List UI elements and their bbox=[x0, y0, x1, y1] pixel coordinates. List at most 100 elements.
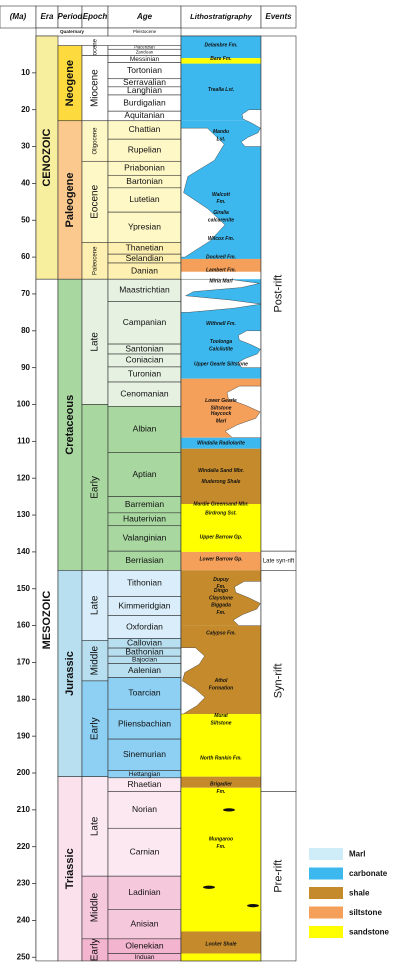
age-label: Tithonian bbox=[127, 578, 162, 588]
ma-tick-label: 210 bbox=[17, 805, 31, 814]
pleistocene-label: Pleistocene bbox=[133, 29, 157, 34]
litho-formation-label: Bare Fm. bbox=[210, 56, 231, 62]
litho-formation-label: Fm. bbox=[217, 610, 226, 616]
age-label: Pliensbachian bbox=[118, 718, 171, 728]
era-label: MESOZOIC bbox=[41, 591, 53, 650]
age-label: Priabonian bbox=[124, 163, 165, 173]
legend-swatch-marl bbox=[309, 848, 343, 860]
event-cell bbox=[260, 791, 297, 962]
litho-formation-label: Delambre Fm. bbox=[204, 43, 237, 49]
litho-formation-label: Walcott bbox=[212, 192, 230, 198]
quaternary-label: Quaternary bbox=[60, 29, 85, 34]
litho-formation-label: Murat bbox=[214, 713, 228, 719]
age-label: Serravalian bbox=[123, 77, 166, 87]
age-label: Aalenian bbox=[128, 665, 161, 675]
age-label: Santonian bbox=[125, 343, 164, 353]
litho-formation-label: Siltstone bbox=[210, 406, 231, 412]
age-label: Burdigalian bbox=[123, 97, 166, 107]
litho-formation-label: Fm. bbox=[217, 844, 226, 850]
epoch-label: Oligocene bbox=[93, 127, 99, 155]
header-epoch: Epoch bbox=[83, 12, 108, 21]
age-label: Kimmeridgian bbox=[119, 600, 171, 610]
period-label: Paleogene bbox=[64, 172, 76, 227]
age-label: Maastrichtian bbox=[119, 285, 170, 295]
age-label: Hettangian bbox=[129, 771, 161, 778]
age-label: Cenomanian bbox=[120, 388, 168, 398]
litho-block-siltstone bbox=[181, 551, 261, 571]
age-cell bbox=[107, 570, 182, 597]
ma-tick-label: 80 bbox=[21, 326, 30, 335]
era-label: CENOZOIC bbox=[41, 129, 53, 187]
litho-formation-label: Brigadier bbox=[210, 781, 233, 787]
event-label: Syn-rift bbox=[272, 663, 284, 698]
litho-formation-label: Miria Marl bbox=[209, 278, 233, 284]
epoch-label: Pliocene bbox=[93, 38, 99, 62]
age-label: Oxfordian bbox=[126, 621, 163, 631]
age-cell bbox=[107, 301, 182, 345]
event-label: Late syn-rift bbox=[263, 558, 295, 564]
legend-swatch-shale bbox=[309, 887, 343, 899]
age-label: Rhaetian bbox=[127, 779, 161, 789]
epoch-cell bbox=[81, 570, 109, 641]
age-label: Tortonian bbox=[127, 65, 162, 75]
epoch-cell bbox=[81, 404, 109, 571]
age-label: Chattian bbox=[129, 124, 161, 134]
litho-hiatus bbox=[236, 330, 262, 368]
ma-tick-label: 230 bbox=[17, 879, 31, 888]
litho-formation-label: Lambert Fm. bbox=[206, 267, 236, 273]
litho-formation-label: Fm. bbox=[217, 199, 226, 205]
epoch-label: Late bbox=[90, 332, 101, 352]
litho-formation-label: Dingo bbox=[214, 588, 228, 594]
age-cell bbox=[107, 525, 182, 552]
legend-swatch-carbonate bbox=[309, 867, 343, 880]
ma-tick-label: 100 bbox=[17, 400, 31, 409]
header-ma: (Ma) bbox=[10, 12, 27, 21]
litho-formation-label: Upper Barrow Gp. bbox=[200, 534, 243, 540]
age-label: Danian bbox=[131, 265, 158, 275]
litho-formation-label: Muderong Shale bbox=[202, 479, 241, 485]
litho-hiatus bbox=[180, 127, 226, 258]
age-cell bbox=[107, 452, 182, 497]
litho-formation-label: Siltstone bbox=[210, 721, 231, 727]
age-label: Valanginian bbox=[123, 533, 167, 543]
litho-formation-label: Withnell Fm. bbox=[206, 321, 236, 327]
age-label: Lutetian bbox=[129, 194, 160, 204]
litho-formation-label: Lower Barrow Gp. bbox=[199, 557, 242, 563]
litho-block-shale bbox=[181, 776, 261, 788]
litho-formation-label: Marl bbox=[216, 418, 227, 424]
litho-block-shale bbox=[181, 931, 261, 954]
legend-swatch-sandstone bbox=[309, 926, 343, 938]
ma-tick-label: 110 bbox=[17, 436, 30, 445]
age-label: Selandian bbox=[126, 253, 164, 263]
litho-block-sandstone bbox=[181, 787, 261, 932]
age-label: Campanian bbox=[123, 317, 167, 327]
ma-tick-label: 250 bbox=[17, 952, 31, 961]
litho-formation-label: Fm. bbox=[217, 789, 226, 795]
litho-formation-label: Lower Gearle bbox=[205, 398, 237, 404]
litho-formation-label: Giralia bbox=[213, 210, 229, 216]
litho-formation-label: Calcilutite bbox=[209, 347, 233, 353]
ma-tick-label: 180 bbox=[17, 694, 31, 703]
litho-formation-label: Claystone bbox=[209, 595, 233, 601]
ma-tick-label: 30 bbox=[21, 142, 30, 151]
age-cell bbox=[107, 909, 182, 940]
epoch-cell bbox=[81, 242, 109, 280]
litho-hiatus bbox=[240, 109, 262, 147]
legend-label: shale bbox=[349, 889, 370, 898]
age-label: Aquitanian bbox=[124, 110, 164, 120]
litho-formation-label: calcarenite bbox=[208, 218, 234, 224]
ma-tick-label: 240 bbox=[17, 916, 31, 925]
litho-block-white bbox=[181, 271, 261, 280]
age-label: Berriasian bbox=[125, 555, 164, 565]
litho-block-sandstone bbox=[181, 503, 261, 552]
litho-formation-label: Fm. bbox=[217, 584, 226, 590]
epoch-label: Paleocene bbox=[93, 246, 99, 275]
age-label: Coniacian bbox=[126, 355, 164, 365]
litho-formation-label: Mungaroo bbox=[209, 837, 233, 843]
age-cell bbox=[107, 211, 182, 243]
period-label: Cretaceous bbox=[64, 395, 76, 455]
ma-tick-label: 130 bbox=[17, 510, 31, 519]
age-label: Bajocian bbox=[132, 657, 157, 664]
litho-block-siltstone bbox=[181, 258, 261, 263]
age-label: Langhian bbox=[127, 85, 162, 95]
